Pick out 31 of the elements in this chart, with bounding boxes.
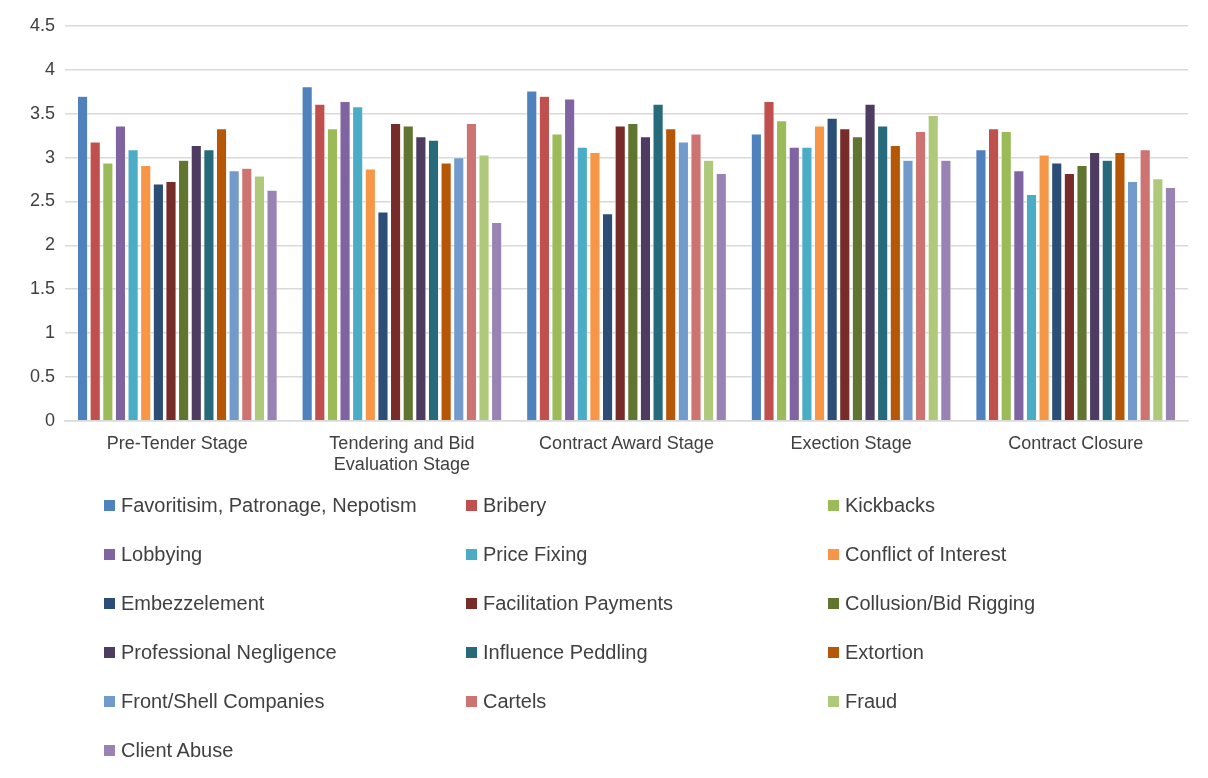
y-tick-label: 4 — [45, 58, 56, 79]
x-tick-label: Exection Stage — [790, 432, 912, 453]
legend-label: Collusion/Bid Rigging — [845, 591, 1036, 615]
y-tick-label: 4.5 — [29, 14, 56, 35]
y-tick-label: 2.5 — [29, 190, 56, 211]
legend-label: Cartels — [483, 689, 547, 713]
legend-label: Professional Negligence — [121, 640, 337, 664]
legend-label: Extortion — [845, 640, 924, 664]
legend-label: Kickbacks — [845, 493, 936, 517]
x-tick-label: Tendering and Bid Evaluation Stage — [329, 432, 475, 475]
legend-label: Embezzelement — [121, 591, 265, 615]
x-tick-label: Pre-Tender Stage — [106, 432, 248, 453]
y-tick-label: 2 — [45, 234, 56, 255]
legend-label: Conflict of Interest — [845, 542, 1007, 566]
legend-label: Price Fixing — [483, 542, 588, 566]
legend-label: Facilitation Payments — [483, 591, 674, 615]
legend-label: Bribery — [483, 493, 547, 517]
legend-label: Fraud — [845, 689, 898, 713]
legend-label: Lobbying — [121, 542, 203, 566]
legend-label: Front/Shell Companies — [121, 689, 325, 713]
y-tick-label: 1.5 — [29, 278, 56, 299]
y-tick-label: 3 — [45, 146, 56, 167]
y-tick-label: 0 — [45, 409, 56, 430]
x-tick-label: Contract Award Stage — [539, 432, 714, 453]
y-tick-label: 1 — [45, 322, 56, 343]
y-tick-label: 0.5 — [29, 365, 56, 386]
legend-label: Favoritisim, Patronage, Nepotism — [121, 493, 417, 517]
legend-label: Client Abuse — [121, 738, 234, 762]
x-tick-label: Contract Closure — [1008, 432, 1144, 453]
legend-label: Influence Peddling — [483, 640, 648, 664]
y-tick-label: 3.5 — [29, 102, 56, 123]
